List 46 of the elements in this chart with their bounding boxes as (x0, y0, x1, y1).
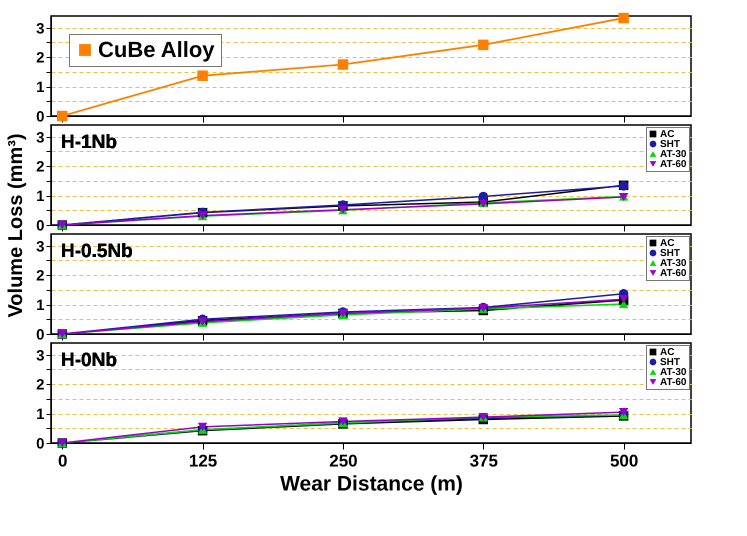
legend-label: CuBe Alloy (98, 37, 216, 62)
y-tick-label: 0 (36, 326, 44, 344)
legend-label: AT-30 (660, 149, 687, 160)
x-tick-label: 0 (58, 452, 68, 470)
legend-label: AT-30 (660, 367, 687, 378)
y-tick-label: 3 (36, 347, 44, 364)
legend-label: AT-30 (660, 258, 687, 269)
x-tick-label: 500 (610, 452, 638, 470)
x-tick-label: 375 (470, 452, 498, 470)
legend-label: AT-60 (660, 377, 687, 388)
y-tick-label: 3 (36, 129, 44, 146)
legend-label: AC (660, 238, 674, 249)
legend-label: SHT (660, 248, 680, 259)
y-tick-label: 3 (36, 238, 44, 256)
x-axis-title: Wear Distance (m) (280, 472, 463, 496)
x-tick-label: 250 (329, 452, 358, 470)
legend-label: SHT (660, 357, 680, 368)
y-tick-label: 3 (36, 20, 44, 38)
y-tick-label: 2 (36, 158, 44, 176)
y-tick-label: 0 (36, 436, 44, 452)
y-tick-label: 1 (36, 79, 44, 96)
x-tick-label: 125 (188, 452, 218, 470)
y-tick-label: 2 (36, 50, 44, 67)
point (198, 422, 208, 431)
y-axis-title: Volume Loss (mm³) (5, 133, 28, 318)
chart-title: H-1Nb (61, 132, 117, 153)
chart-title: H-0Nb (61, 350, 117, 371)
point (478, 40, 489, 50)
point (56, 110, 68, 122)
chart-title: H-0.5Nb (61, 241, 133, 262)
y-tick-label: 1 (36, 188, 44, 206)
point (618, 12, 629, 24)
point (618, 408, 628, 416)
y-tick-label: 1 (36, 297, 44, 314)
legend-label: AT-60 (660, 268, 687, 279)
point (338, 59, 348, 70)
legend-label: AC (660, 129, 674, 140)
y-tick-label: 1 (36, 406, 44, 424)
y-tick-label: 2 (36, 268, 44, 285)
y-tick-label: 0 (36, 108, 44, 126)
y-tick-label: 2 (36, 376, 44, 394)
legend-label: SHT (660, 139, 680, 150)
point (197, 70, 208, 81)
legend-label: AT-60 (660, 159, 687, 170)
legend-label: AC (660, 347, 674, 358)
y-tick-label: 0 (36, 218, 44, 234)
